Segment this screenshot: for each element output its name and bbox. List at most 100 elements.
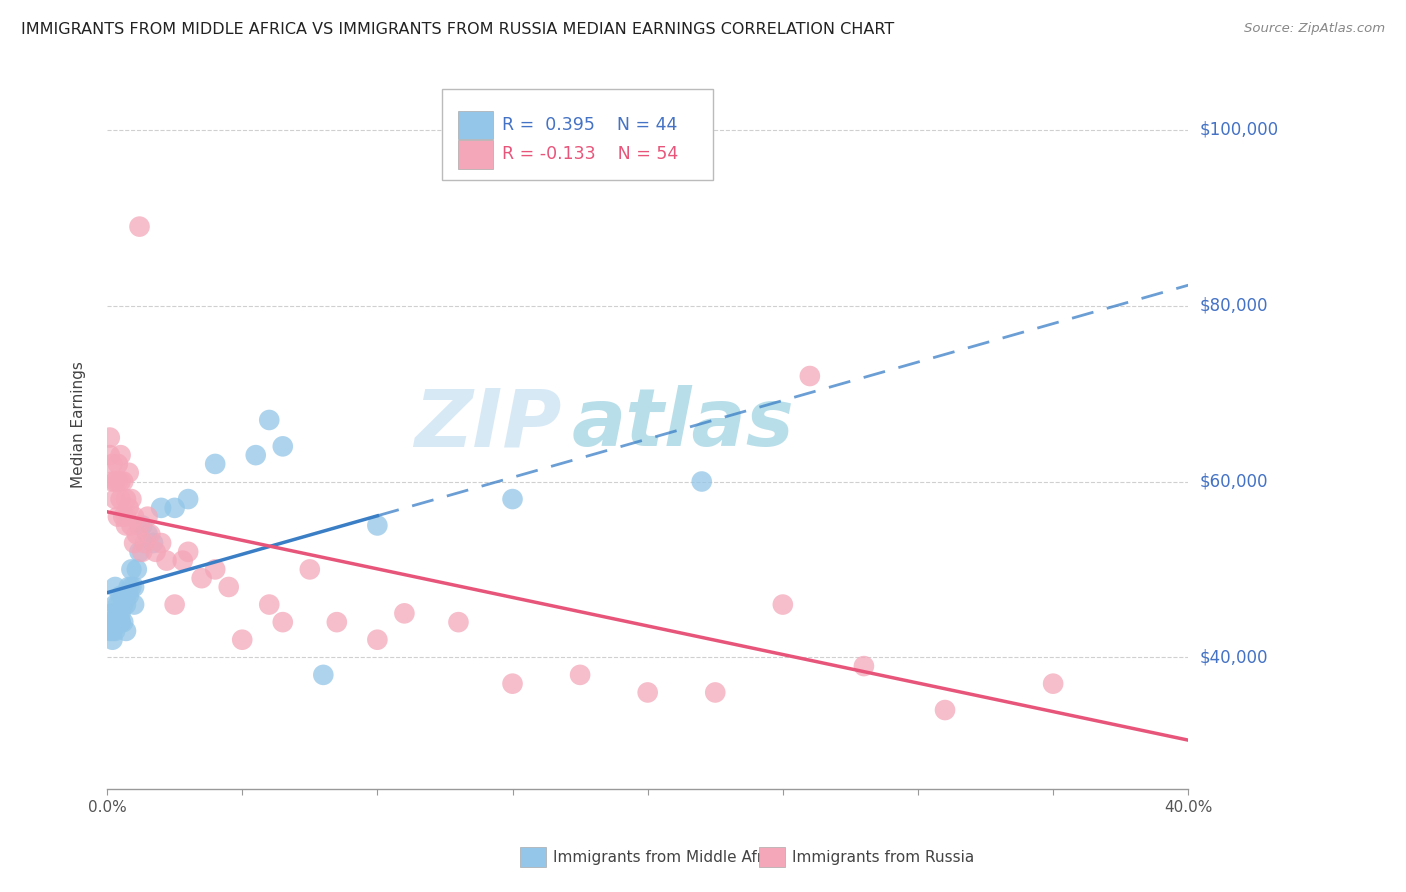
Point bbox=[101, 475, 124, 489]
Point bbox=[98, 448, 121, 462]
Point bbox=[115, 509, 138, 524]
Point bbox=[204, 457, 226, 471]
Point bbox=[366, 632, 388, 647]
Point bbox=[131, 518, 153, 533]
Point bbox=[104, 492, 127, 507]
Point bbox=[110, 615, 132, 629]
Point bbox=[139, 527, 162, 541]
Point bbox=[128, 518, 150, 533]
Point bbox=[177, 492, 200, 507]
Text: $40,000: $40,000 bbox=[1199, 648, 1268, 666]
Point bbox=[115, 598, 138, 612]
Point bbox=[145, 545, 167, 559]
Point bbox=[120, 580, 142, 594]
Point bbox=[298, 562, 321, 576]
Point bbox=[245, 448, 267, 462]
Point bbox=[104, 580, 127, 594]
Point bbox=[136, 509, 159, 524]
Point bbox=[104, 475, 127, 489]
Point bbox=[107, 598, 129, 612]
Point bbox=[502, 492, 524, 507]
Point bbox=[118, 500, 141, 515]
Point bbox=[120, 518, 142, 533]
Point bbox=[101, 607, 124, 621]
Text: $80,000: $80,000 bbox=[1199, 297, 1268, 315]
Point bbox=[110, 607, 132, 621]
Point bbox=[112, 615, 135, 629]
FancyBboxPatch shape bbox=[443, 89, 713, 180]
Point bbox=[112, 475, 135, 489]
Point bbox=[112, 598, 135, 612]
Point bbox=[142, 536, 165, 550]
Point bbox=[852, 659, 875, 673]
FancyBboxPatch shape bbox=[458, 111, 494, 139]
Point bbox=[150, 536, 173, 550]
Point bbox=[447, 615, 470, 629]
Point bbox=[122, 509, 145, 524]
Point bbox=[125, 527, 148, 541]
Point bbox=[637, 685, 659, 699]
Point bbox=[110, 589, 132, 603]
Point bbox=[172, 553, 194, 567]
Point bbox=[799, 369, 821, 384]
Point bbox=[259, 598, 281, 612]
Text: R = -0.133    N = 54: R = -0.133 N = 54 bbox=[502, 145, 678, 163]
Point bbox=[231, 632, 253, 647]
Text: $60,000: $60,000 bbox=[1199, 473, 1268, 491]
FancyBboxPatch shape bbox=[458, 140, 494, 169]
Point bbox=[112, 509, 135, 524]
Point bbox=[118, 466, 141, 480]
Point bbox=[112, 589, 135, 603]
Point bbox=[155, 553, 177, 567]
Point bbox=[271, 615, 294, 629]
Point bbox=[259, 413, 281, 427]
Point bbox=[115, 518, 138, 533]
Point bbox=[101, 624, 124, 638]
Point bbox=[772, 598, 794, 612]
Point bbox=[118, 580, 141, 594]
Text: Source: ZipAtlas.com: Source: ZipAtlas.com bbox=[1244, 22, 1385, 36]
Text: atlas: atlas bbox=[572, 385, 794, 463]
Point bbox=[122, 580, 145, 594]
Point bbox=[110, 492, 132, 507]
Point bbox=[110, 475, 132, 489]
Point bbox=[101, 632, 124, 647]
Point bbox=[366, 518, 388, 533]
Point bbox=[394, 607, 416, 621]
Point bbox=[107, 607, 129, 621]
Point bbox=[120, 492, 142, 507]
Text: Immigrants from Russia: Immigrants from Russia bbox=[792, 850, 974, 864]
Point bbox=[110, 615, 132, 629]
Point bbox=[128, 219, 150, 234]
Point bbox=[118, 589, 141, 603]
Text: ZIP: ZIP bbox=[413, 385, 561, 463]
Point bbox=[115, 589, 138, 603]
Point bbox=[107, 457, 129, 471]
Point bbox=[218, 580, 240, 594]
Point bbox=[101, 457, 124, 471]
Point bbox=[122, 536, 145, 550]
Point bbox=[107, 509, 129, 524]
Point bbox=[115, 492, 138, 507]
Point bbox=[125, 562, 148, 576]
Point bbox=[177, 545, 200, 559]
Point bbox=[104, 598, 127, 612]
Point bbox=[104, 615, 127, 629]
Point bbox=[122, 598, 145, 612]
Point bbox=[312, 668, 335, 682]
Point bbox=[502, 676, 524, 690]
Point bbox=[163, 500, 186, 515]
Point bbox=[136, 527, 159, 541]
Point bbox=[204, 562, 226, 576]
Point bbox=[569, 668, 592, 682]
Point bbox=[131, 545, 153, 559]
Text: IMMIGRANTS FROM MIDDLE AFRICA VS IMMIGRANTS FROM RUSSIA MEDIAN EARNINGS CORRELAT: IMMIGRANTS FROM MIDDLE AFRICA VS IMMIGRA… bbox=[21, 22, 894, 37]
Point bbox=[150, 500, 173, 515]
Point bbox=[1042, 676, 1064, 690]
Point bbox=[104, 624, 127, 638]
Point bbox=[128, 545, 150, 559]
Point bbox=[107, 615, 129, 629]
Point bbox=[115, 624, 138, 638]
Text: Immigrants from Middle Africa: Immigrants from Middle Africa bbox=[553, 850, 785, 864]
Point bbox=[98, 431, 121, 445]
